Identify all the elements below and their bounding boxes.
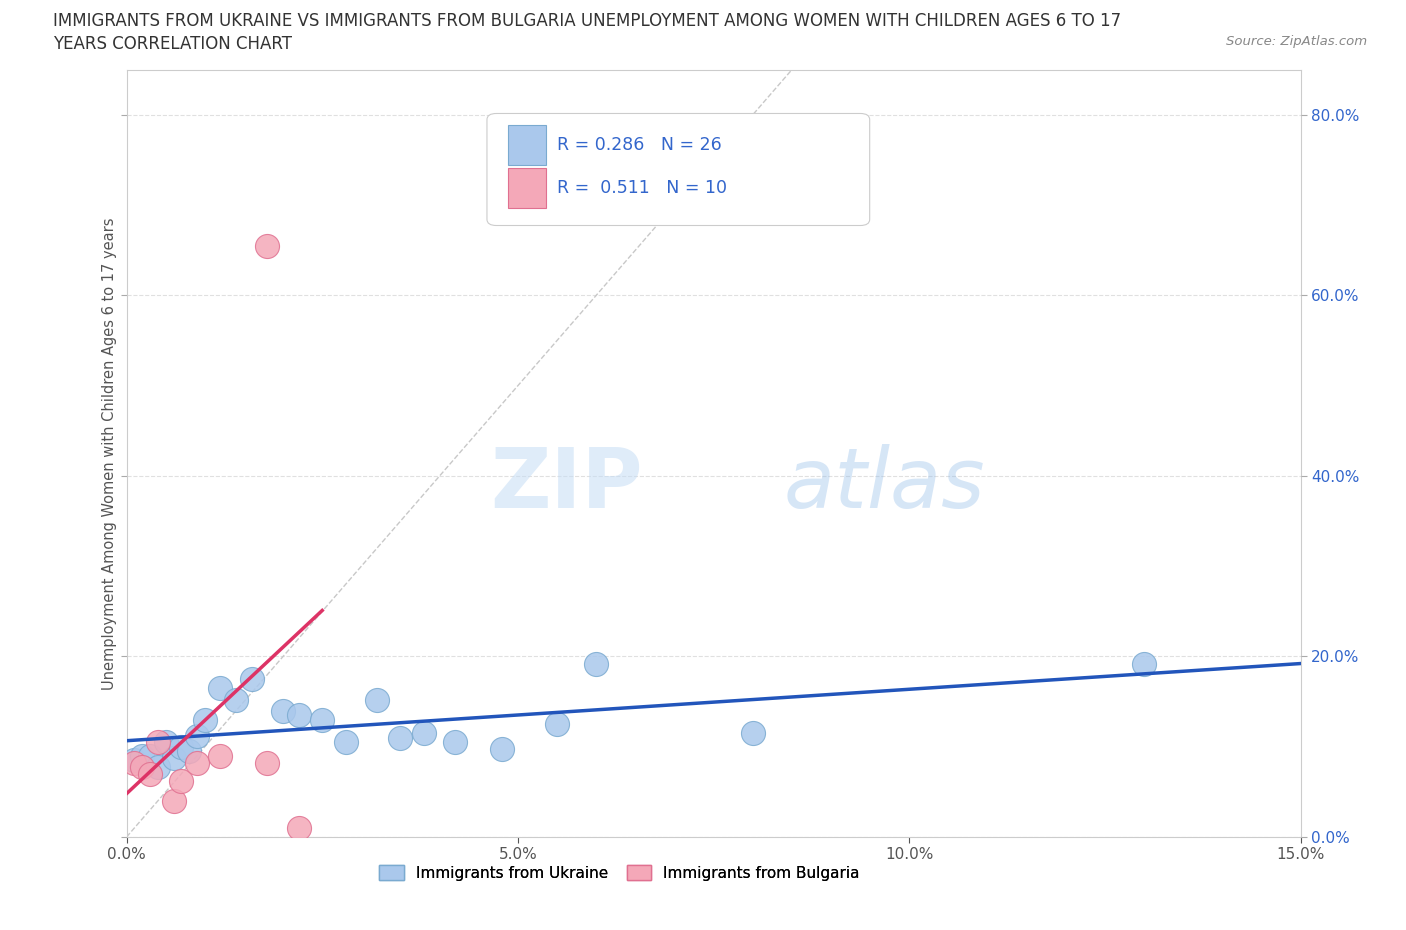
Point	[741, 725, 763, 740]
Point	[131, 749, 153, 764]
FancyBboxPatch shape	[508, 168, 546, 208]
Point	[186, 728, 208, 743]
Point	[162, 751, 184, 765]
Point	[194, 712, 217, 727]
Point	[240, 671, 263, 686]
Point	[139, 749, 162, 764]
Point	[1133, 657, 1156, 671]
Y-axis label: Unemployment Among Women with Children Ages 6 to 17 years: Unemployment Among Women with Children A…	[103, 217, 117, 690]
Legend: Immigrants from Ukraine, Immigrants from Bulgaria: Immigrants from Ukraine, Immigrants from…	[374, 858, 866, 887]
Text: R =  0.511   N = 10: R = 0.511 N = 10	[557, 179, 727, 197]
Point	[225, 692, 247, 707]
Point	[335, 735, 357, 750]
Point	[271, 703, 294, 718]
Text: Source: ZipAtlas.com: Source: ZipAtlas.com	[1226, 35, 1367, 48]
Point	[170, 774, 193, 789]
Text: atlas: atlas	[785, 444, 986, 525]
Point	[444, 735, 467, 750]
Point	[124, 753, 146, 768]
Point	[287, 708, 309, 723]
Text: ZIP: ZIP	[491, 444, 643, 525]
Point	[256, 238, 278, 253]
Point	[311, 712, 333, 727]
Point	[146, 759, 169, 774]
Point	[131, 759, 153, 774]
Point	[546, 717, 568, 732]
Point	[585, 657, 607, 671]
FancyBboxPatch shape	[486, 113, 870, 225]
Point	[209, 681, 232, 696]
Point	[124, 755, 146, 770]
Point	[170, 739, 193, 754]
Point	[413, 725, 436, 740]
Point	[491, 741, 513, 756]
Point	[209, 749, 232, 764]
FancyBboxPatch shape	[508, 125, 546, 165]
Point	[366, 692, 388, 707]
Point	[179, 744, 201, 759]
Text: R = 0.286   N = 26: R = 0.286 N = 26	[557, 136, 723, 154]
Point	[389, 730, 412, 745]
Point	[287, 820, 309, 835]
Point	[162, 793, 184, 808]
Text: YEARS CORRELATION CHART: YEARS CORRELATION CHART	[53, 35, 292, 53]
Point	[256, 755, 278, 770]
Point	[186, 755, 208, 770]
Point	[155, 735, 177, 750]
Point	[139, 766, 162, 781]
Point	[146, 735, 169, 750]
Text: IMMIGRANTS FROM UKRAINE VS IMMIGRANTS FROM BULGARIA UNEMPLOYMENT AMONG WOMEN WIT: IMMIGRANTS FROM UKRAINE VS IMMIGRANTS FR…	[53, 12, 1122, 30]
